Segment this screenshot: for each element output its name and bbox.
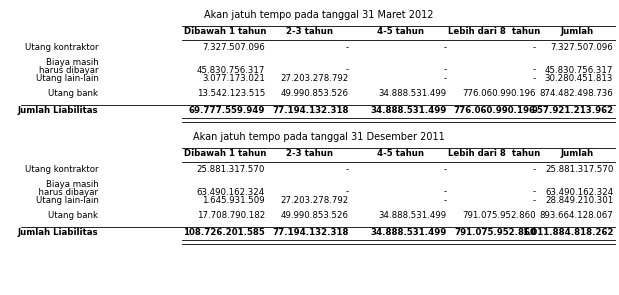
Text: -: - xyxy=(533,196,536,205)
Text: -: - xyxy=(443,196,446,205)
Text: -: - xyxy=(443,74,446,83)
Text: Utang kontraktor: Utang kontraktor xyxy=(25,43,98,52)
Text: 17.708.790.182: 17.708.790.182 xyxy=(197,211,265,219)
Text: 108.726.201.585: 108.726.201.585 xyxy=(183,228,265,237)
Text: 957.921.213.962: 957.921.213.962 xyxy=(531,106,613,115)
Text: Biaya masih: Biaya masih xyxy=(46,180,98,189)
Text: 63.490.162.324: 63.490.162.324 xyxy=(545,188,613,196)
Text: -: - xyxy=(533,188,536,196)
Text: Utang bank: Utang bank xyxy=(48,88,98,98)
Text: Jumlah Liabilitas: Jumlah Liabilitas xyxy=(18,228,98,237)
Text: Utang lain-lain: Utang lain-lain xyxy=(35,196,98,205)
Text: 27.203.278.792: 27.203.278.792 xyxy=(280,196,348,205)
Text: 45.830.756.317: 45.830.756.317 xyxy=(197,65,265,75)
Text: 49.990.853.526: 49.990.853.526 xyxy=(280,88,348,98)
Text: -: - xyxy=(533,65,536,75)
Text: 25.881.317.570: 25.881.317.570 xyxy=(197,165,265,174)
Text: -: - xyxy=(443,188,446,196)
Text: 791.075.952.860: 791.075.952.860 xyxy=(454,228,536,237)
Text: 2-3 tahun: 2-3 tahun xyxy=(286,149,333,158)
Text: Utang lain-lain: Utang lain-lain xyxy=(35,74,98,83)
Text: 49.990.853.526: 49.990.853.526 xyxy=(280,211,348,219)
Text: Lebih dari 8  tahun: Lebih dari 8 tahun xyxy=(448,149,540,158)
Text: 34.888.531.499: 34.888.531.499 xyxy=(370,106,446,115)
Text: Akan jatuh tempo pada tanggal 31 Desember 2011: Akan jatuh tempo pada tanggal 31 Desembe… xyxy=(193,132,444,142)
Text: -: - xyxy=(443,43,446,52)
Text: 69.777.559.949: 69.777.559.949 xyxy=(189,106,265,115)
Text: 4-5 tahun: 4-5 tahun xyxy=(377,149,424,158)
Text: Utang kontraktor: Utang kontraktor xyxy=(25,165,98,174)
Text: -: - xyxy=(443,65,446,75)
Text: 13.542.123.515: 13.542.123.515 xyxy=(197,88,265,98)
Text: 45.830.756.317: 45.830.756.317 xyxy=(545,65,613,75)
Text: Lebih dari 8  tahun: Lebih dari 8 tahun xyxy=(448,27,540,36)
Text: -: - xyxy=(443,165,446,174)
Text: Jumlah: Jumlah xyxy=(561,27,594,36)
Text: -: - xyxy=(533,165,536,174)
Text: 25.881.317.570: 25.881.317.570 xyxy=(545,165,613,174)
Text: Dibawah 1 tahun: Dibawah 1 tahun xyxy=(184,27,266,36)
Text: -: - xyxy=(345,188,348,196)
Text: -: - xyxy=(345,165,348,174)
Text: 27.203.278.792: 27.203.278.792 xyxy=(280,74,348,83)
Text: 34.888.531.499: 34.888.531.499 xyxy=(378,211,446,219)
Text: 34.888.531.499: 34.888.531.499 xyxy=(378,88,446,98)
Text: 1.011.884.818.262: 1.011.884.818.262 xyxy=(522,228,613,237)
Text: -: - xyxy=(345,65,348,75)
Text: Jumlah Liabilitas: Jumlah Liabilitas xyxy=(18,106,98,115)
Text: 2-3 tahun: 2-3 tahun xyxy=(286,27,333,36)
Text: 63.490.162.324: 63.490.162.324 xyxy=(197,188,265,196)
Text: 776.060.990.196: 776.060.990.196 xyxy=(454,106,536,115)
Text: 776.060.990.196: 776.060.990.196 xyxy=(462,88,536,98)
Text: -: - xyxy=(533,74,536,83)
Text: Biaya masih: Biaya masih xyxy=(46,58,98,67)
Text: 30.280.451.813: 30.280.451.813 xyxy=(545,74,613,83)
Text: 77.194.132.318: 77.194.132.318 xyxy=(272,106,348,115)
Text: 3.077.173.021: 3.077.173.021 xyxy=(202,74,265,83)
Text: 1.645.931.509: 1.645.931.509 xyxy=(202,196,265,205)
Text: -: - xyxy=(345,43,348,52)
Text: 34.888.531.499: 34.888.531.499 xyxy=(370,228,446,237)
Text: 7.327.507.096: 7.327.507.096 xyxy=(202,43,265,52)
Text: 7.327.507.096: 7.327.507.096 xyxy=(550,43,613,52)
Text: -: - xyxy=(533,43,536,52)
Text: 791.075.952.860: 791.075.952.860 xyxy=(462,211,536,219)
Text: 874.482.498.736: 874.482.498.736 xyxy=(540,88,613,98)
Text: 893.664.128.067: 893.664.128.067 xyxy=(540,211,613,219)
Text: 77.194.132.318: 77.194.132.318 xyxy=(272,228,348,237)
Text: Utang bank: Utang bank xyxy=(48,211,98,219)
Text: Dibawah 1 tahun: Dibawah 1 tahun xyxy=(184,149,266,158)
Text: harus dibayar: harus dibayar xyxy=(39,65,98,75)
Text: 28.849.210.301: 28.849.210.301 xyxy=(545,196,613,205)
Text: Jumlah: Jumlah xyxy=(561,149,594,158)
Text: Akan jatuh tempo pada tanggal 31 Maret 2012: Akan jatuh tempo pada tanggal 31 Maret 2… xyxy=(204,10,433,20)
Text: harus dibayar: harus dibayar xyxy=(33,188,98,196)
Text: 4-5 tahun: 4-5 tahun xyxy=(377,27,424,36)
